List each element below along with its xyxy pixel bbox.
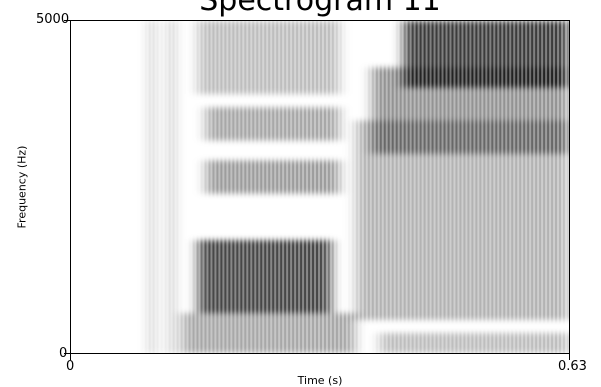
x-tick-label-left: 0 [66,359,75,374]
y-tick-label-top: 5000 [36,12,70,27]
y-tick-bottom [64,353,70,354]
y-tick-top [64,20,70,21]
x-tick-label-right: 0.63 [558,359,587,374]
x-tick-right [569,354,570,360]
spectrogram-heatmap [71,21,569,353]
x-axis-label: Time (s) [297,374,343,387]
y-axis-label: Frequency (Hz) [15,145,29,229]
y-tick-label-bottom: 0 [59,347,67,361]
x-tick-left [70,354,71,360]
chart-title: Spectrogram 11 [199,0,441,18]
plot-area [70,20,570,354]
